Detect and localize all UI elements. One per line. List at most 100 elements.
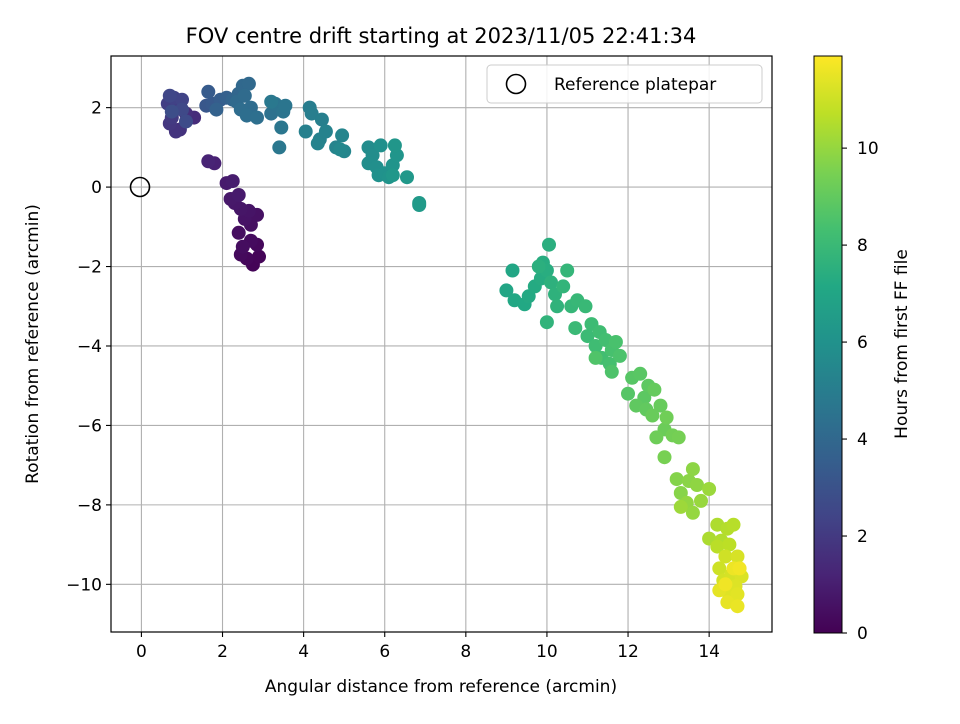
scatter-point <box>164 104 179 119</box>
scatter-point <box>685 505 700 520</box>
colorbar: 0 2 4 6 8 10 Hours from first FF file <box>813 55 912 644</box>
scatter-point <box>264 94 279 109</box>
legend-box <box>486 64 763 104</box>
y-tick-label: −2 <box>77 258 102 278</box>
scatter-point <box>385 168 400 183</box>
scatter-point <box>712 561 727 576</box>
y-tick-label: 0 <box>91 178 102 198</box>
scatter-point <box>412 198 427 212</box>
y-tick-label: −4 <box>77 337 102 357</box>
scatter-point <box>730 587 745 602</box>
scatter-point <box>274 120 289 135</box>
scatter-point <box>387 138 402 153</box>
plot-frame <box>110 55 773 633</box>
scatter-point <box>505 263 520 278</box>
y-axis-ticks: −10 −8 −6 −4 −2 0 2 <box>66 99 111 595</box>
scatter-point <box>722 537 737 552</box>
scatter-point <box>201 84 216 99</box>
colorbar-frame <box>813 55 843 634</box>
y-axis-label: Rotation from reference (arcmin) <box>23 204 43 484</box>
scatter-point <box>231 225 246 240</box>
colorbar-label: Hours from first FF file <box>892 249 912 439</box>
x-axis-label: Angular distance from reference (arcmin) <box>265 677 617 697</box>
scatter-point <box>531 259 546 274</box>
reference-platepar-marker <box>129 176 151 198</box>
scatter-point <box>272 140 287 155</box>
legend: Reference platepar <box>486 64 763 104</box>
scatter-point <box>225 174 240 189</box>
scatter-point <box>694 493 708 508</box>
scatter-point <box>550 299 565 314</box>
scatter-point <box>310 136 325 151</box>
scatter-point <box>209 102 224 117</box>
scatter-point <box>556 279 571 294</box>
scatter-point <box>335 128 350 143</box>
data-points <box>160 76 749 614</box>
y-tick-label: −10 <box>66 575 102 595</box>
y-tick-label: 2 <box>91 99 102 119</box>
scatter-point <box>730 549 745 564</box>
scatter-point <box>278 98 293 113</box>
x-tick-label: 6 <box>379 642 390 662</box>
scatter-point <box>649 430 664 445</box>
legend-label-reference-platepar: Reference platepar <box>554 75 716 95</box>
colorbar-tick-label: 8 <box>857 236 868 256</box>
scatter-point <box>544 275 558 290</box>
scatter-point <box>633 366 648 381</box>
scatter-point <box>621 386 635 401</box>
x-tick-label: 4 <box>298 642 309 662</box>
scatter-point <box>250 110 264 125</box>
scatter-point <box>568 321 583 336</box>
x-tick-label: 8 <box>460 642 471 662</box>
colorbar-tick-label: 2 <box>857 527 868 547</box>
colorbar-gradient <box>814 56 842 633</box>
colorbar-tick-label: 6 <box>857 333 868 353</box>
scatter-point <box>304 106 319 121</box>
scatter-point <box>588 339 603 353</box>
scatter-point <box>400 170 414 185</box>
scatter-point <box>608 335 623 349</box>
scatter-point <box>647 382 662 397</box>
scatter-point <box>710 539 725 554</box>
scatter-point <box>612 348 627 363</box>
colorbar-tick-label: 4 <box>857 430 868 450</box>
scatter-point <box>588 350 603 365</box>
x-tick-label: 0 <box>136 642 147 662</box>
scatter-point <box>730 599 745 614</box>
scatter-point <box>718 577 733 592</box>
scatter-point <box>669 472 684 487</box>
scatter-point <box>314 112 329 127</box>
chart-title: FOV centre drift starting at 2023/11/05 … <box>186 24 697 48</box>
scatter-point <box>162 88 177 103</box>
scatter-point <box>671 430 686 445</box>
scatter-point <box>718 549 733 564</box>
scatter-point <box>201 154 216 169</box>
x-tick-label: 2 <box>217 642 228 662</box>
scatter-point <box>175 92 189 107</box>
y-tick-label: −6 <box>77 416 102 436</box>
scatter-point <box>499 283 514 298</box>
scatter-point <box>732 561 747 576</box>
scatter-point <box>252 249 266 264</box>
scatter-point <box>560 263 575 278</box>
x-tick-label: 12 <box>617 642 639 662</box>
scatter-point <box>726 517 741 532</box>
y-tick-label: −8 <box>77 496 102 516</box>
legend-open-circle-icon <box>505 73 527 95</box>
scatter-point <box>645 408 660 423</box>
scatter-point <box>685 462 700 477</box>
scatter-point <box>604 364 619 379</box>
scatter-point <box>580 329 595 344</box>
colorbar-tick-label: 10 <box>857 139 879 159</box>
grid-lines <box>111 56 772 632</box>
scatter-point <box>333 142 348 157</box>
scatter-point <box>235 239 250 254</box>
scatter-point <box>542 237 556 252</box>
scatter-point <box>241 76 256 91</box>
scatter-point <box>578 299 593 314</box>
x-tick-label: 10 <box>536 642 558 662</box>
colorbar-ticks: 0 2 4 6 8 10 <box>842 139 879 644</box>
colorbar-tick-label: 0 <box>857 624 868 644</box>
